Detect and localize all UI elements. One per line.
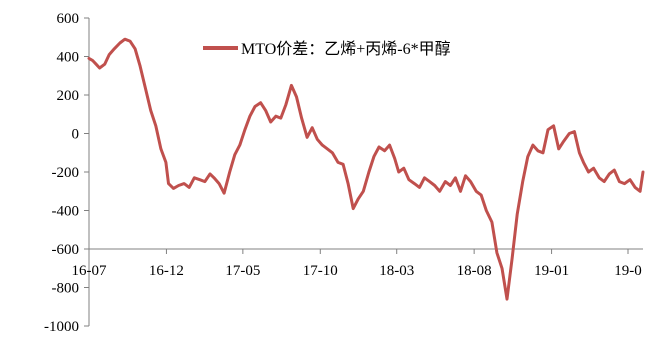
legend: MTO价差：乙烯+丙烯-6*甲醇	[203, 40, 451, 58]
x-tick-label: 17-05	[225, 263, 260, 279]
x-tick-label: 18-03	[379, 263, 414, 279]
y-tick-label: -800	[52, 281, 80, 297]
x-tick-label: 17-10	[303, 263, 338, 279]
series-line	[87, 37, 645, 301]
y-tick-label: 600	[57, 11, 80, 27]
x-tick-label: 18-08	[457, 263, 492, 279]
x-tick-label: 16-12	[149, 263, 184, 279]
y-tick-label: -200	[52, 165, 80, 181]
y-tick-label: -1000	[44, 319, 79, 335]
y-tick-label: -400	[52, 204, 80, 220]
x-tick-label: 19-0	[614, 263, 642, 279]
legend-label: MTO价差：乙烯+丙烯-6*甲醇	[241, 40, 451, 58]
y-tick-label: -600	[52, 242, 80, 258]
y-tick-label: 400	[57, 50, 80, 66]
x-tick-label: 16-07	[72, 263, 107, 279]
x-tick-label: 19-01	[534, 263, 569, 279]
x-axis: 16-07 16-12 17-05 17-10 18-03 18-08 19-01 19-0	[72, 248, 643, 279]
series-layer	[87, 37, 645, 301]
y-tick-label: 0	[72, 127, 80, 143]
y-axis: 600 400 200 0 -200 -400 -600 -800 -1000	[44, 11, 90, 335]
y-tick-label: 200	[57, 88, 80, 104]
